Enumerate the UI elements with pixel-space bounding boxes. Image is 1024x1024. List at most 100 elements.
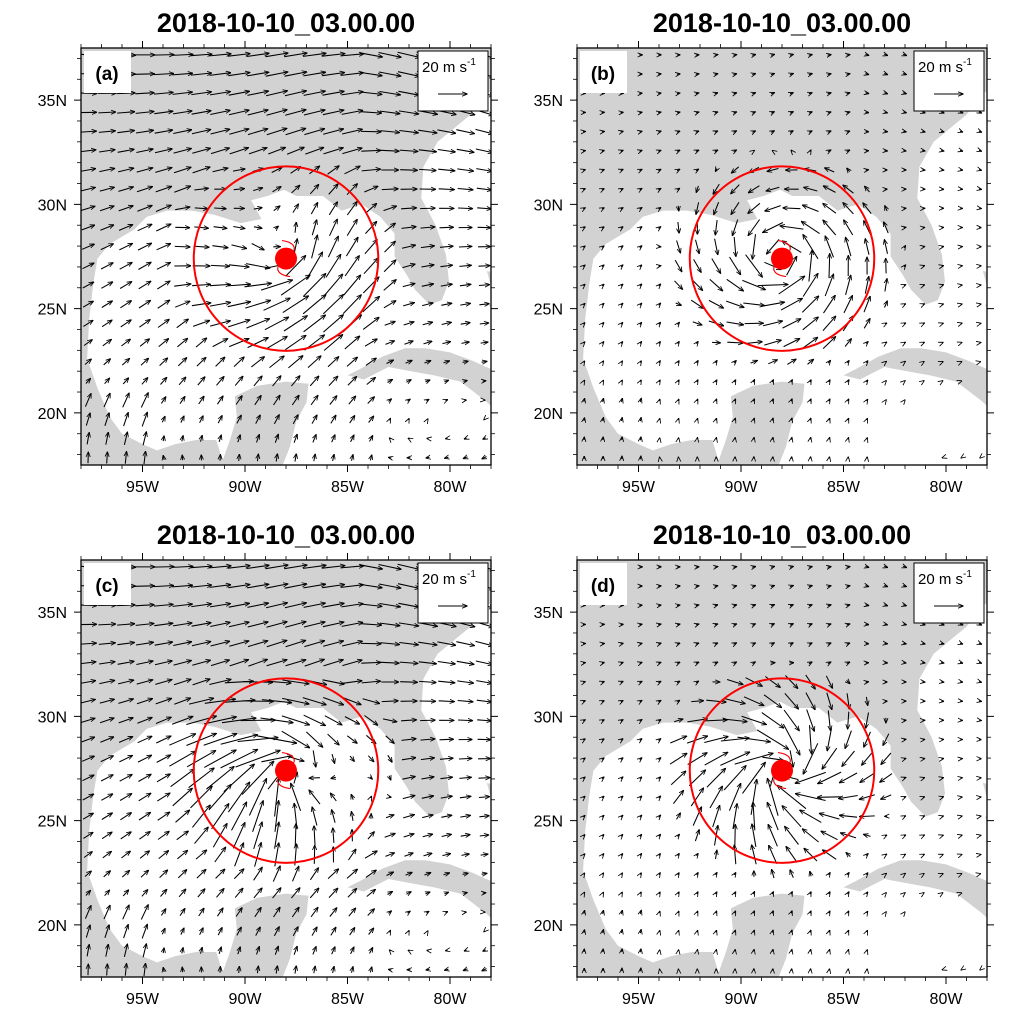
wind-vector <box>177 358 186 367</box>
wind-vector <box>383 301 396 309</box>
lat-tick-label: 25N <box>534 814 563 831</box>
wind-vector <box>158 339 169 348</box>
wind-vector <box>307 356 321 368</box>
wind-vector <box>733 74 736 75</box>
wind-vector <box>248 148 267 155</box>
wind-vector <box>99 206 114 212</box>
wind-vector <box>584 418 585 421</box>
wind-vector <box>803 235 819 260</box>
wind-vector <box>209 302 231 307</box>
wind-vector <box>865 239 870 255</box>
wind-vector <box>847 361 849 363</box>
wind-vector <box>305 252 322 280</box>
wind-vector <box>979 131 982 132</box>
wind-vector <box>753 380 754 383</box>
wind-vector <box>979 189 981 190</box>
wind-vector <box>583 304 585 306</box>
wind-vector <box>884 112 887 113</box>
wind-vector <box>696 93 699 94</box>
wind-vector <box>227 284 251 286</box>
wind-vector <box>979 112 982 113</box>
wind-vector <box>182 455 183 461</box>
wind-vector <box>84 394 91 407</box>
wind-vector <box>884 54 887 55</box>
wind-vector <box>383 206 397 212</box>
wind-vector <box>342 295 361 314</box>
wind-vector <box>621 170 623 171</box>
wind-vector <box>904 323 906 324</box>
wind-vector <box>754 418 755 420</box>
wind-vector <box>83 340 92 346</box>
wind-vector <box>140 358 149 366</box>
wind-vector <box>247 91 268 96</box>
wind-vector <box>848 950 849 952</box>
wind-vector <box>153 55 174 56</box>
wind-vector <box>750 361 758 364</box>
wind-vector <box>345 237 358 257</box>
wind-vector <box>923 893 924 894</box>
wind-vector <box>923 362 924 363</box>
wind-vector <box>622 930 623 933</box>
lon-tick-label: 95W <box>622 479 656 496</box>
wind-vector <box>408 931 409 932</box>
wind-vector <box>923 874 924 875</box>
wind-vector <box>828 150 831 152</box>
lat-tick-label: 35N <box>534 605 563 622</box>
wind-vector <box>245 300 270 309</box>
wind-vector <box>284 53 307 58</box>
wind-vector <box>310 203 317 215</box>
wind-vector <box>381 189 399 190</box>
wind-vector <box>677 150 680 151</box>
wind-vector <box>639 131 642 132</box>
wind-vector <box>696 185 698 193</box>
wind-vector <box>621 342 622 344</box>
wind-vector <box>246 72 269 77</box>
wind-vector <box>408 399 411 401</box>
wind-vector <box>903 131 906 132</box>
wind-vector <box>82 301 93 308</box>
wind-vector <box>810 930 811 932</box>
wind-vector <box>697 342 699 344</box>
wind-vector <box>116 93 135 94</box>
wind-vector <box>232 169 245 171</box>
wind-vector <box>822 337 836 349</box>
wind-vector <box>380 150 399 151</box>
wind-vector <box>464 381 468 382</box>
lon-tick-label: 95W <box>622 991 656 1008</box>
wind-vector <box>764 340 781 346</box>
wind-vector <box>119 244 132 251</box>
wind-vector <box>922 151 925 152</box>
wind-vector <box>239 454 240 462</box>
wind-vector <box>735 418 736 420</box>
wind-vector <box>980 457 981 458</box>
wind-vector <box>285 256 306 277</box>
panel-title: 2018-10-10_03.00.00 <box>653 8 911 38</box>
wind-vector <box>825 236 834 258</box>
wind-vector <box>404 341 414 344</box>
wind-vector <box>659 361 660 363</box>
wind-vector <box>244 283 272 288</box>
wind-vector <box>255 415 261 424</box>
wind-vector <box>389 438 390 439</box>
wind-vector <box>726 278 744 291</box>
wind-vector <box>458 208 473 209</box>
wind-vector <box>809 112 812 113</box>
wind-vector <box>285 336 306 351</box>
wind-vector <box>210 129 230 135</box>
wind-vector <box>181 416 184 423</box>
wind-vector <box>257 454 258 462</box>
wind-vector <box>772 151 773 152</box>
wind-vector <box>922 643 925 644</box>
wind-vector <box>942 323 943 324</box>
wind-vector <box>388 969 391 970</box>
wind-vector <box>292 415 298 425</box>
wind-vector <box>810 418 811 420</box>
wind-vector <box>99 150 115 152</box>
wind-vector <box>327 357 339 368</box>
wind-vector <box>715 169 717 172</box>
wind-vector <box>753 399 754 401</box>
wind-vector <box>398 110 419 114</box>
wind-vector <box>309 376 319 387</box>
storm-overlay <box>192 165 380 352</box>
wind-vector <box>229 339 249 348</box>
